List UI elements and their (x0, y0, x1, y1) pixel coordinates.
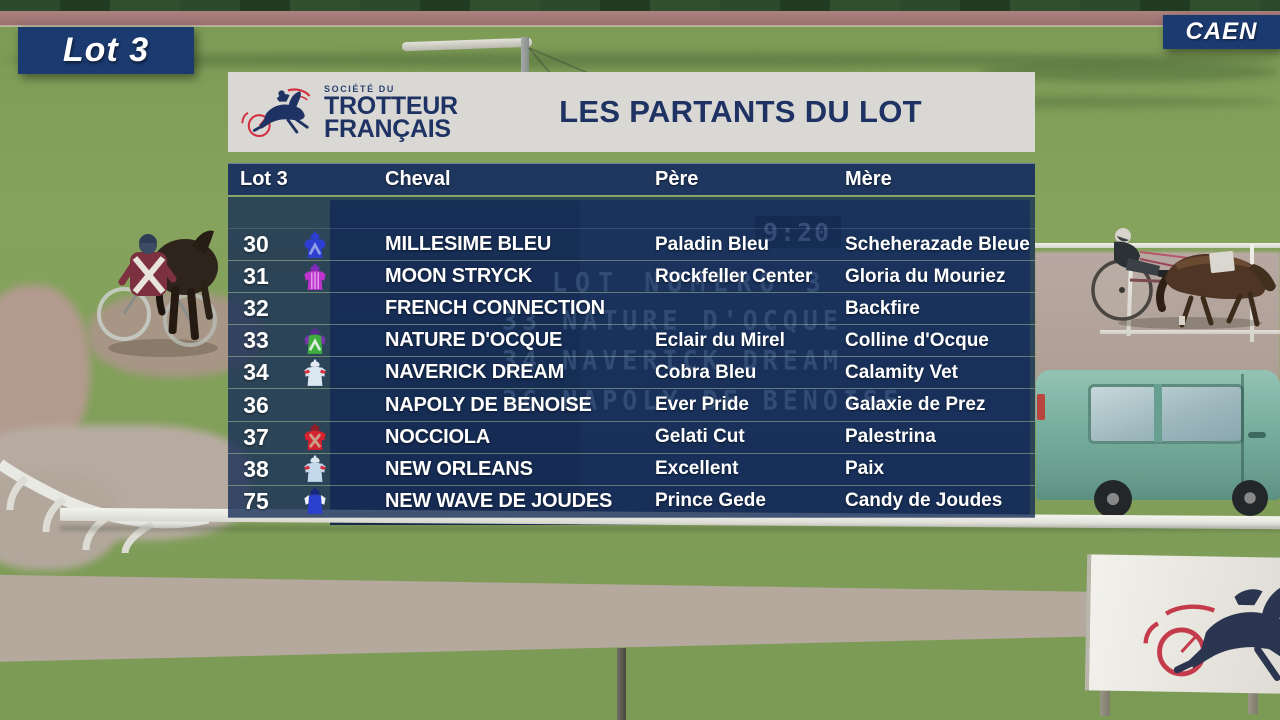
sire-name: Gelati Cut (655, 426, 745, 448)
far-racetrack (0, 11, 1280, 26)
sire-name: Excellent (655, 458, 739, 480)
wooden-post (617, 648, 626, 720)
trotteur-francais-logo: SOCIÉTÉ DU TROTTEUR FRANÇAIS (228, 81, 460, 143)
panel-header: SOCIÉTÉ DU TROTTEUR FRANÇAIS LES PARTANT… (228, 72, 1035, 152)
sire-name: Ever Pride (655, 394, 749, 416)
horse-number: 37 (243, 423, 269, 450)
column-header-lot: Lot 3 (240, 168, 288, 190)
venue-badge: CAEN (1163, 15, 1280, 49)
dam-name: Gloria du Mouriez (845, 265, 1006, 287)
curved-rail-section (0, 459, 210, 553)
horse-number: 32 (243, 295, 269, 322)
jockey-silk-icon (284, 230, 346, 260)
horse-name: NAVERICK DREAM (385, 361, 565, 384)
jockey-silk-icon (284, 454, 346, 484)
dam-name: Palestrina (845, 426, 936, 448)
entry-gate-arm (401, 37, 533, 52)
van-taillight (1037, 394, 1045, 420)
fence-rail (1035, 243, 1280, 248)
table-row: 32 FRENCH CONNECTION Backfire (228, 293, 1035, 326)
table-spacer-row (228, 197, 1035, 229)
horse-name: NEW WAVE DE JOUDES (385, 489, 613, 512)
table-row: 33 NATURE D'OCQUE Eclair du Mirel Colline … (228, 325, 1035, 358)
track-rail-line (0, 25, 1280, 27)
jockey-silk-icon (284, 262, 346, 292)
dam-name: Calamity Vet (845, 361, 958, 383)
trotteur-logo-on-sign (1143, 583, 1280, 682)
horse-name: NATURE D'OCQUE (385, 329, 563, 352)
logo-line-francais: FRANÇAIS (324, 114, 451, 143)
jockey-silk-icon (284, 486, 346, 516)
column-header-pere: Père (655, 168, 699, 190)
trotting-horse-left (97, 230, 218, 357)
table-row: 38 NEW ORLEANS Excellent Paix (228, 453, 1035, 486)
table-row: 30 MILLESIME BLEU Paladin Bleu Scheherazad… (228, 229, 1035, 262)
far-hedge (0, 0, 1280, 13)
trotteur-horse-icon (241, 88, 311, 138)
sign-leg (1100, 686, 1110, 716)
table-row: 36 NAPOLY DE BENOISE Ever Pride Galaxie de … (228, 389, 1035, 422)
rail-post (1045, 524, 1051, 629)
panel-title: LES PARTANTS DU LOT (559, 94, 922, 129)
starters-panel: SOCIÉTÉ DU TROTTEUR FRANÇAIS LES PARTANT… (228, 72, 1035, 518)
horse-number: 34 (243, 359, 269, 386)
van-window (1088, 384, 1244, 444)
jockey-silk-icon (284, 326, 346, 356)
starters-table-body: 30 MILLESIME BLEU Paladin Bleu Scheherazad… (228, 229, 1035, 518)
van-wheel (1094, 480, 1132, 518)
horse-name: MILLESIME BLEU (385, 233, 552, 256)
sire-name: Paladin Bleu (655, 233, 770, 255)
horse-number: 38 (243, 455, 269, 482)
dam-name: Candy de Joudes (845, 490, 1003, 512)
table-row: 75 NEW WAVE DE JOUDES Prince Gede Candy de… (228, 485, 1035, 518)
dam-name: Colline d'Ocque (845, 329, 989, 351)
column-header-mere: Mère (845, 168, 892, 190)
horse-name: FRENCH CONNECTION (385, 297, 605, 320)
horse-name: NAPOLY DE BENOISE (385, 393, 592, 416)
van-window-divider (1154, 384, 1162, 442)
dam-name: Galaxie de Prez (845, 394, 986, 416)
horse-name: NOCCIOLA (385, 425, 491, 448)
dam-name: Scheherazade Bleue (845, 233, 1030, 255)
sire-name: Rockfeller Center (655, 265, 813, 287)
van-wheel (1232, 480, 1268, 516)
van-door-handle (1248, 432, 1266, 438)
teal-van (1036, 352, 1280, 520)
sire-name: Prince Gede (655, 490, 766, 512)
grass-shading (980, 62, 1280, 82)
horse-number: 31 (243, 263, 269, 290)
sire-name: Eclair du Mirel (655, 329, 785, 351)
table-row: 37 NOCCIOLA Gelati Cut Palestrina (228, 421, 1035, 454)
logo-line-trotteur: TROTTEUR (324, 91, 458, 120)
table-row: 31 MOON STRYCK Rockfeller Center Gloria du… (228, 261, 1035, 294)
sire-name: Cobra Bleu (655, 361, 757, 383)
jockey-silk-icon (284, 422, 346, 452)
horse-number: 36 (243, 391, 269, 418)
sign-leg (1248, 688, 1258, 714)
dam-name: Backfire (845, 297, 920, 319)
logo-wordmark: SOCIÉTÉ DU TROTTEUR FRANÇAIS (324, 83, 458, 143)
table-header-row: Lot 3 Cheval Père Mère (228, 163, 1035, 196)
column-header-cheval: Cheval (385, 168, 451, 190)
van-door-seam (1241, 374, 1244, 496)
table-row: 34 NAVERICK DREAM Cobra Bleu Calamity Vet (228, 357, 1035, 390)
horse-number: 30 (243, 231, 269, 258)
rail-post (699, 521, 706, 601)
horse-number: 75 (243, 487, 269, 514)
sign-face (1084, 554, 1280, 694)
trackside-sign (1084, 554, 1280, 720)
rail-shadow (60, 526, 1280, 531)
dam-name: Paix (845, 458, 885, 480)
horse-name: MOON STRYCK (385, 265, 533, 288)
jockey-silk-icon (284, 358, 346, 388)
horse-number: 33 (243, 327, 269, 354)
logo-line-societe: SOCIÉTÉ DU (324, 83, 396, 94)
fence-rail (1100, 330, 1280, 334)
horse-name: NEW ORLEANS (385, 457, 533, 480)
lot-number-badge: Lot 3 (18, 27, 194, 74)
grass-shading (0, 52, 1280, 68)
trotting-horse-right (1091, 228, 1276, 329)
